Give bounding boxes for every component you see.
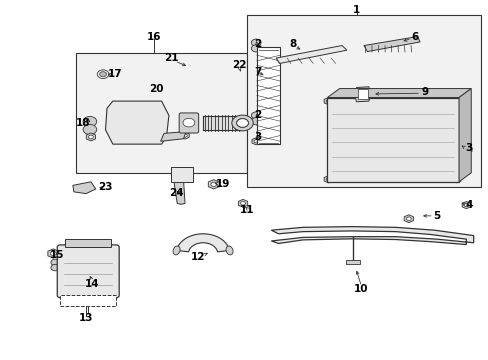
Circle shape: [251, 39, 261, 46]
Polygon shape: [176, 234, 229, 252]
Circle shape: [453, 178, 458, 181]
FancyBboxPatch shape: [179, 113, 198, 133]
Circle shape: [253, 140, 258, 143]
Polygon shape: [238, 199, 247, 207]
Polygon shape: [160, 132, 185, 141]
Text: 18: 18: [75, 118, 90, 128]
Circle shape: [83, 125, 97, 135]
Text: 24: 24: [168, 188, 183, 198]
Text: 8: 8: [289, 39, 296, 49]
Polygon shape: [48, 249, 59, 258]
FancyBboxPatch shape: [57, 245, 119, 298]
Text: 19: 19: [215, 179, 229, 189]
Bar: [171, 167, 193, 182]
Text: 1: 1: [352, 5, 360, 15]
Polygon shape: [463, 146, 471, 153]
Text: 6: 6: [411, 32, 418, 41]
Bar: [76, 53, 246, 173]
Text: 7: 7: [253, 67, 261, 77]
Circle shape: [240, 202, 245, 205]
Bar: [357, 89, 367, 99]
Text: 9: 9: [421, 87, 427, 97]
Text: 4: 4: [464, 200, 471, 210]
Bar: [246, 15, 480, 187]
Polygon shape: [353, 87, 370, 102]
Text: 2: 2: [254, 39, 261, 49]
Text: 21: 21: [164, 53, 178, 63]
Polygon shape: [461, 202, 469, 209]
Wedge shape: [231, 115, 253, 131]
Text: 2: 2: [254, 111, 261, 121]
Circle shape: [88, 135, 93, 139]
Circle shape: [325, 178, 330, 181]
Circle shape: [325, 99, 330, 103]
Circle shape: [51, 259, 60, 266]
Bar: [65, 239, 111, 247]
Circle shape: [183, 118, 194, 127]
Circle shape: [251, 112, 261, 119]
Polygon shape: [208, 180, 219, 189]
Circle shape: [210, 182, 216, 186]
Circle shape: [50, 251, 56, 256]
Text: 23: 23: [98, 182, 113, 192]
Polygon shape: [181, 132, 189, 139]
Circle shape: [183, 134, 187, 137]
Polygon shape: [363, 37, 419, 51]
Text: 15: 15: [49, 250, 64, 260]
Bar: [345, 260, 359, 264]
Text: 3: 3: [254, 132, 261, 142]
Polygon shape: [327, 89, 470, 98]
Circle shape: [236, 119, 248, 127]
Circle shape: [251, 45, 261, 52]
Circle shape: [463, 203, 468, 207]
Circle shape: [51, 264, 60, 271]
Polygon shape: [458, 89, 470, 182]
Text: 20: 20: [149, 84, 163, 94]
Polygon shape: [105, 101, 168, 144]
Polygon shape: [404, 215, 413, 223]
Text: 13: 13: [79, 313, 93, 323]
Polygon shape: [251, 138, 260, 145]
Polygon shape: [276, 45, 346, 63]
Bar: [327, 98, 458, 182]
Bar: [60, 296, 116, 306]
Circle shape: [83, 116, 97, 126]
Text: 22: 22: [232, 60, 246, 70]
Ellipse shape: [225, 246, 233, 255]
Circle shape: [100, 72, 106, 77]
Bar: [256, 47, 280, 144]
Polygon shape: [324, 98, 332, 105]
Text: 12: 12: [190, 252, 205, 262]
Text: 11: 11: [239, 206, 254, 216]
Polygon shape: [451, 176, 460, 183]
Polygon shape: [451, 98, 460, 105]
Text: 5: 5: [432, 211, 440, 221]
Circle shape: [406, 217, 410, 221]
Text: 16: 16: [147, 32, 161, 41]
Polygon shape: [271, 226, 473, 244]
Polygon shape: [324, 176, 332, 183]
Circle shape: [251, 118, 261, 125]
Circle shape: [453, 99, 458, 103]
Polygon shape: [73, 182, 96, 194]
Circle shape: [465, 148, 469, 151]
Text: 14: 14: [85, 279, 100, 289]
Text: 10: 10: [353, 284, 368, 294]
Text: 3: 3: [464, 143, 471, 153]
Polygon shape: [86, 133, 95, 141]
Text: 17: 17: [108, 69, 122, 79]
Polygon shape: [173, 180, 184, 204]
Ellipse shape: [173, 246, 180, 255]
